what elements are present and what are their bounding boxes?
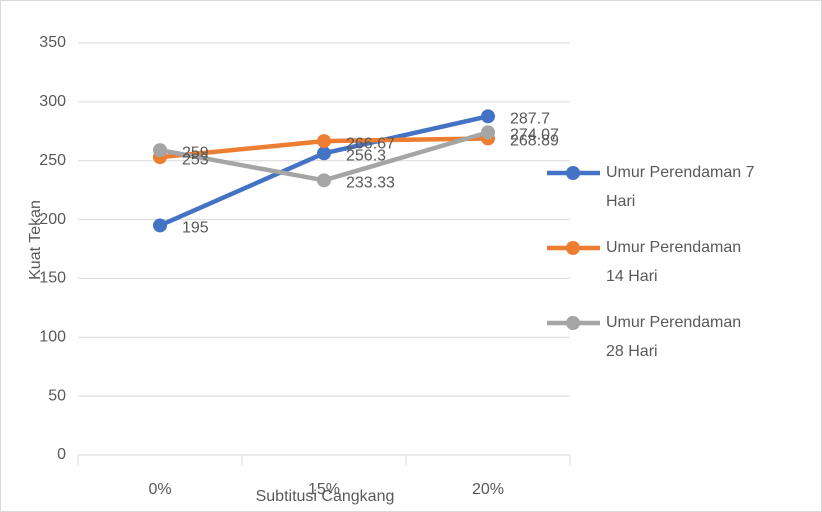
data-label: 256.3 xyxy=(346,148,386,165)
data-point xyxy=(153,143,167,158)
y-axis-title: Kuat Tekan xyxy=(27,200,44,280)
legend-label: Umur Perendaman 14 Hari xyxy=(606,239,742,285)
legend-label: Umur Perendaman 7 Hari xyxy=(606,164,755,210)
x-axis-title: Subtitusi Cangkang xyxy=(256,488,395,505)
data-label: 195 xyxy=(182,220,209,237)
data-label: 259 xyxy=(182,144,209,161)
y-tick-label: 150 xyxy=(39,270,66,287)
legend-marker xyxy=(566,316,580,330)
y-tick-label: 200 xyxy=(39,211,66,228)
data-label: 253 xyxy=(182,151,209,168)
data-label: 233.33 xyxy=(346,175,395,192)
y-tick-label: 350 xyxy=(39,34,66,51)
y-tick-label: 250 xyxy=(39,152,66,169)
y-tick-label: 300 xyxy=(39,93,66,110)
legend-label: Umur Perendaman 28 Hari xyxy=(606,314,742,360)
series-line xyxy=(157,114,491,228)
x-tick-label: 20% xyxy=(472,481,504,498)
legend-marker xyxy=(566,241,580,255)
x-tick-label: 0% xyxy=(148,481,171,498)
data-label: 287.7 xyxy=(510,111,550,128)
legend-marker xyxy=(566,166,580,180)
y-tick-label: 50 xyxy=(48,387,66,404)
data-point xyxy=(481,125,495,140)
data-label: 266.67 xyxy=(346,135,395,152)
y-tick-label: 100 xyxy=(39,329,66,346)
data-point xyxy=(317,134,331,149)
data-point xyxy=(481,109,495,124)
data-label: 274.07 xyxy=(510,127,559,144)
data-label: 268.89 xyxy=(510,133,559,150)
data-point xyxy=(153,218,167,233)
x-tick-label: 15% xyxy=(308,481,340,498)
data-point xyxy=(317,146,331,161)
data-point xyxy=(317,173,331,188)
y-tick-label: 0 xyxy=(57,446,66,463)
